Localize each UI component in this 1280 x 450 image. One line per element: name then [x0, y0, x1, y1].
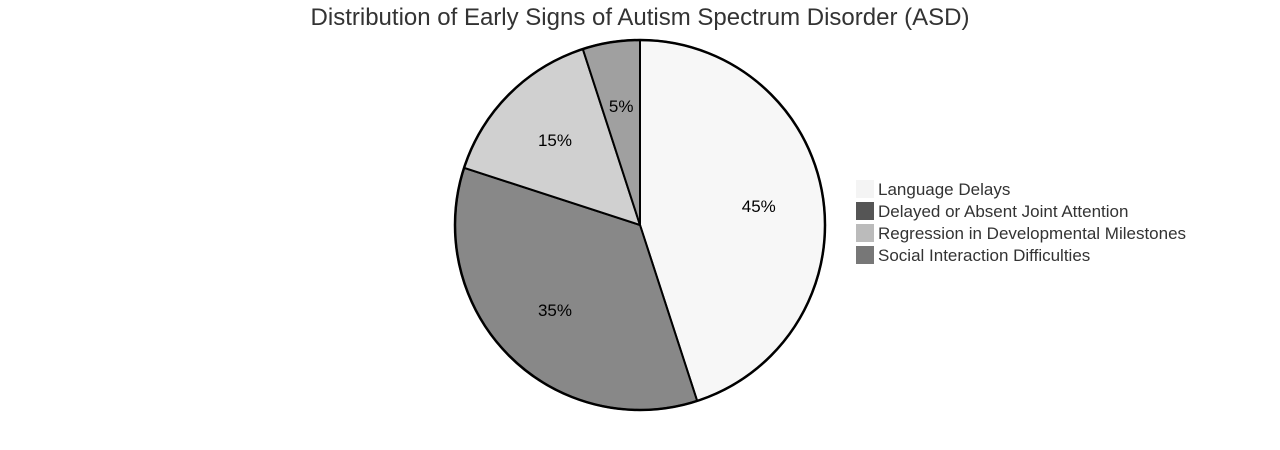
pie-slice-label: 5% — [609, 97, 634, 116]
legend-swatch — [856, 202, 874, 220]
pie-slice-label: 35% — [538, 301, 572, 320]
pie-slice-label: 45% — [742, 197, 776, 216]
chart-legend: Language Delays Delayed or Absent Joint A… — [856, 180, 1186, 265]
legend-label: Regression in Developmental Milestones — [878, 224, 1186, 243]
pie-slices — [453, 39, 827, 412]
legend-swatch — [856, 180, 874, 198]
pie-outline — [453, 38, 827, 412]
legend-swatch — [856, 246, 874, 264]
legend-swatch — [856, 224, 874, 242]
legend-label: Social Interaction Difficulties — [878, 246, 1090, 265]
pie-slice-labels: 45% 35% 15% 5% — [538, 97, 776, 320]
pie-slice-label: 15% — [538, 131, 572, 150]
legend-label: Delayed or Absent Joint Attention — [878, 202, 1128, 221]
chart-title: Distribution of Early Signs of Autism Sp… — [311, 4, 970, 31]
legend-label: Language Delays — [878, 180, 1010, 199]
